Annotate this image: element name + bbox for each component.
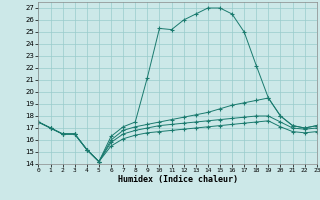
X-axis label: Humidex (Indice chaleur): Humidex (Indice chaleur) [118,175,238,184]
